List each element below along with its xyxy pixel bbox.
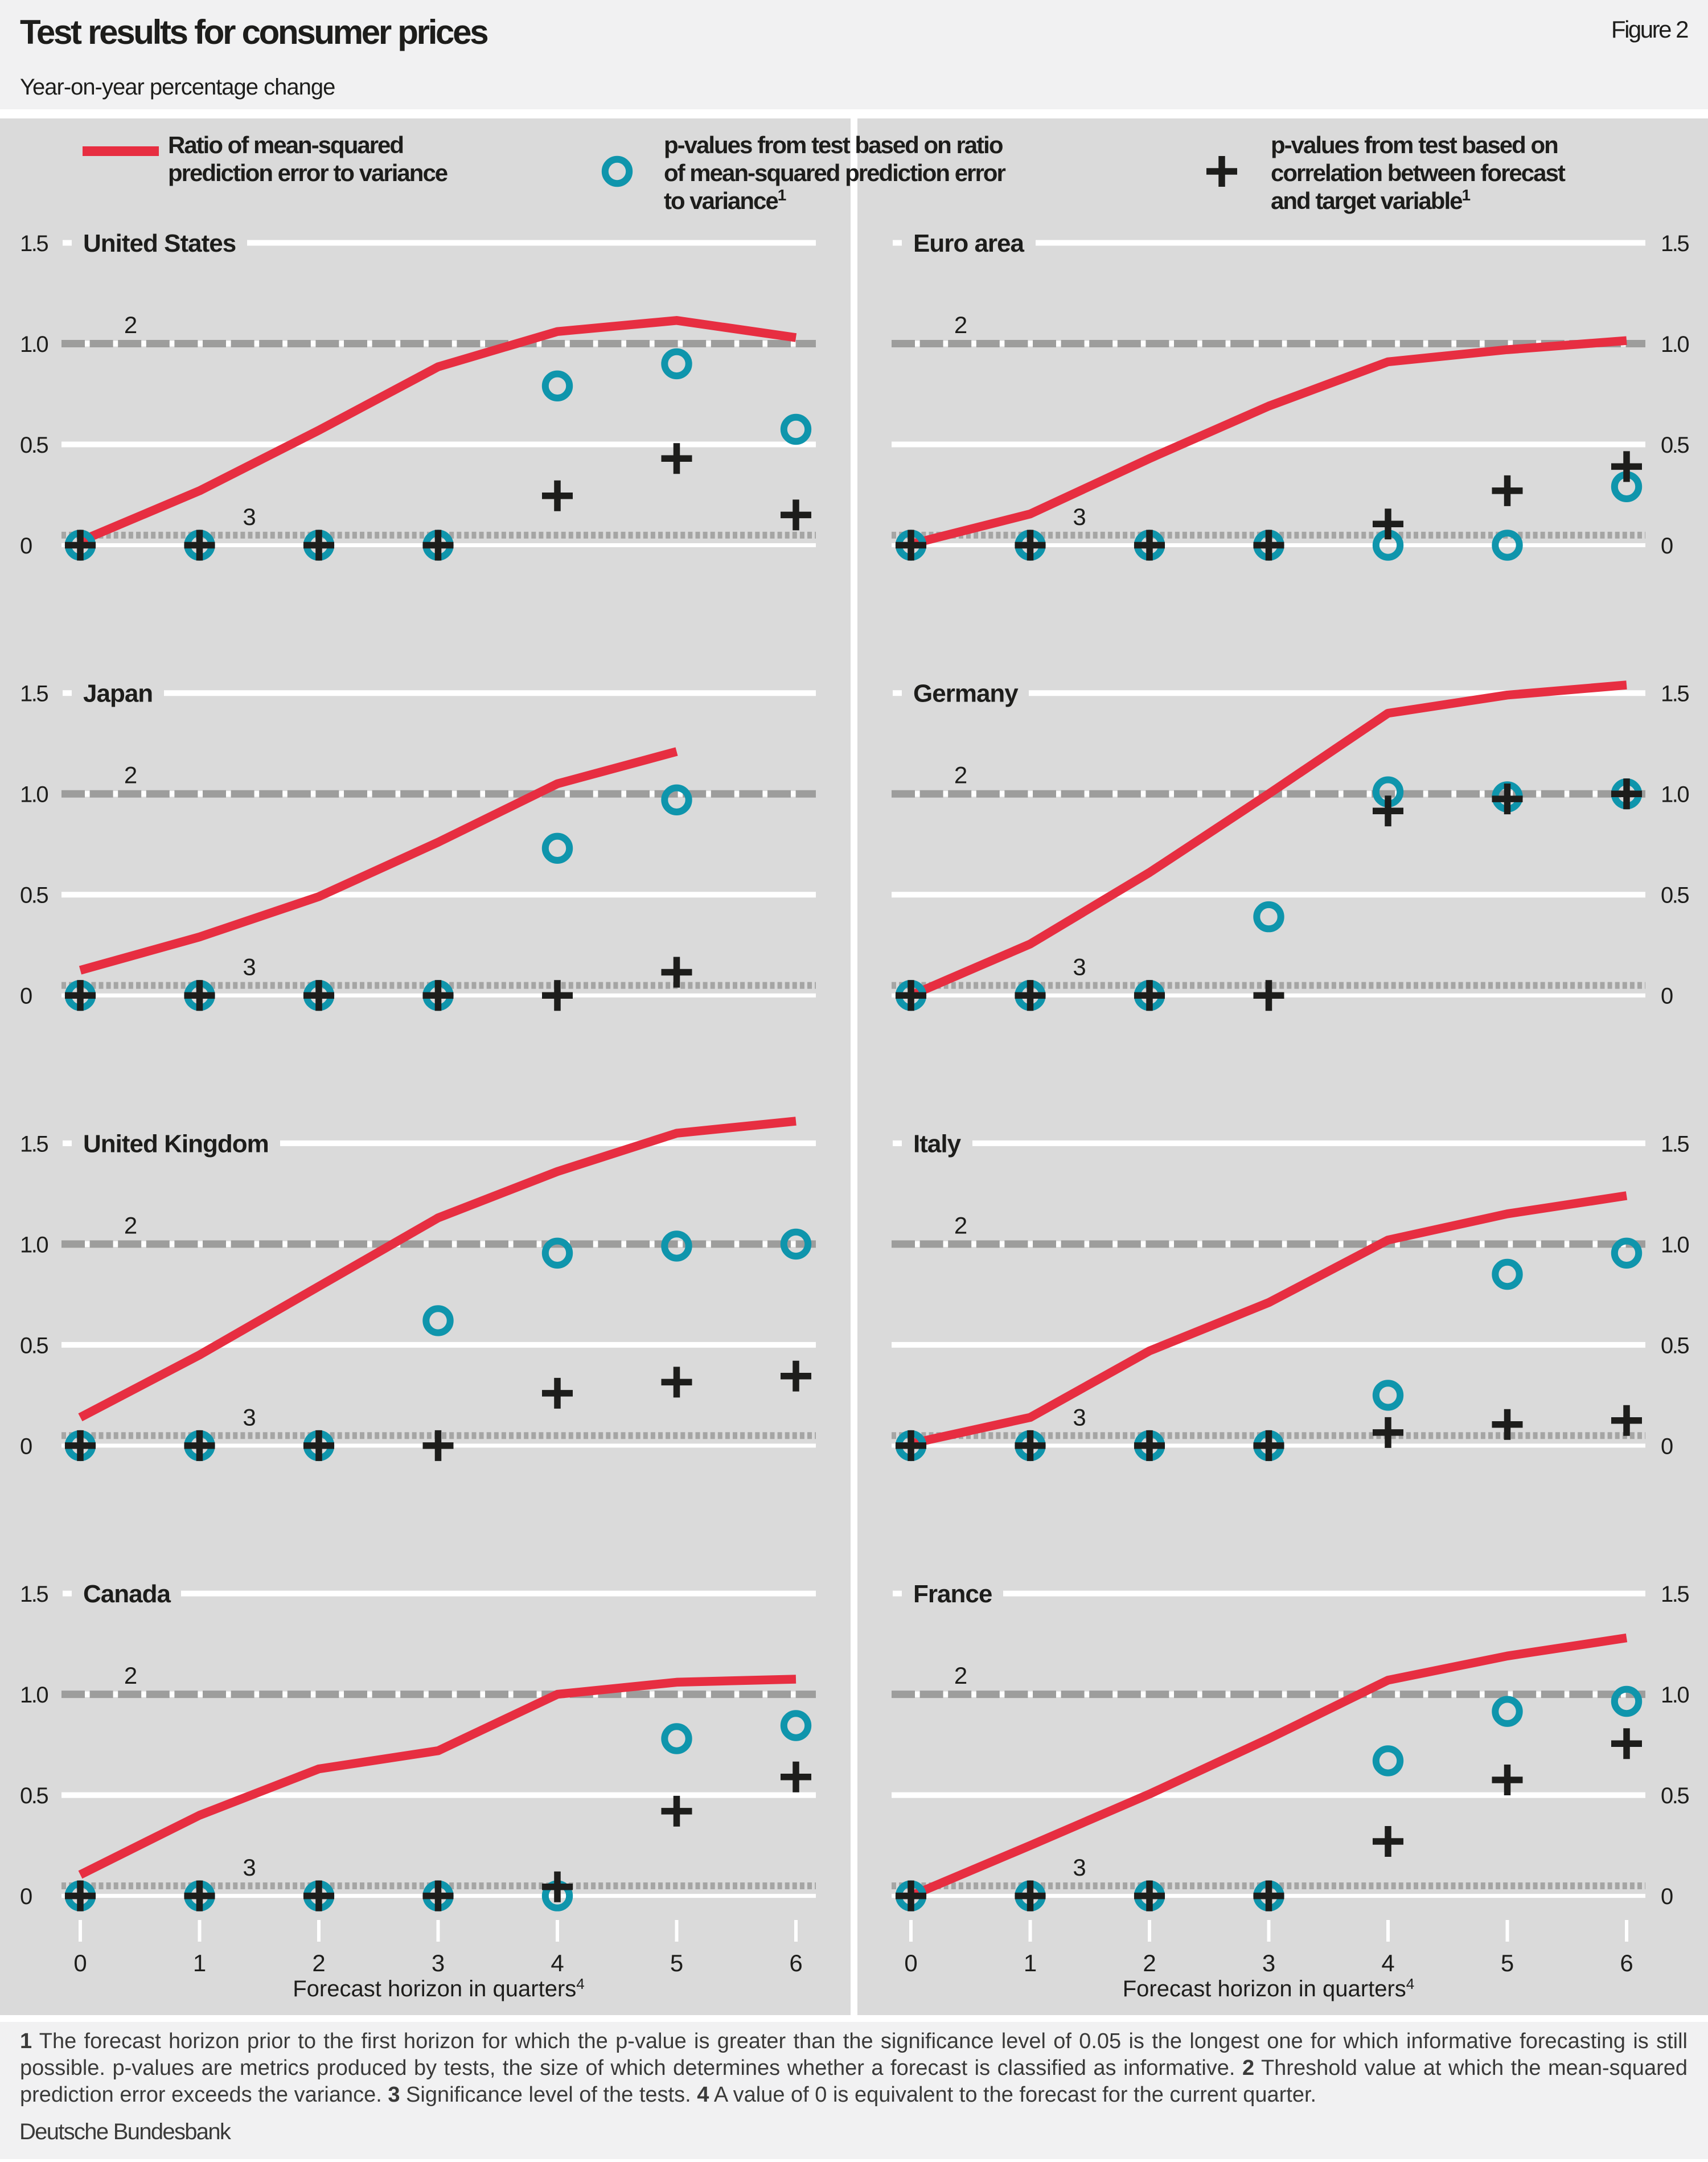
svg-text:0: 0	[20, 1434, 32, 1459]
svg-text:1.0: 1.0	[1661, 1232, 1689, 1257]
svg-text:4: 4	[551, 1950, 564, 1976]
svg-text:3: 3	[1073, 1854, 1086, 1881]
svg-text:1: 1	[1024, 1950, 1037, 1976]
svg-text:0.5: 0.5	[1661, 1333, 1689, 1358]
svg-text:0: 0	[73, 1950, 87, 1976]
svg-text:2: 2	[1143, 1950, 1156, 1976]
svg-text:0: 0	[1661, 534, 1673, 559]
svg-text:0.5: 0.5	[1661, 433, 1689, 458]
svg-text:1.0: 1.0	[1661, 332, 1689, 357]
svg-text:0: 0	[20, 984, 32, 1009]
svg-text:3: 3	[1262, 1950, 1275, 1976]
svg-text:0.5: 0.5	[20, 1783, 48, 1808]
svg-text:3: 3	[243, 1404, 256, 1430]
svg-text:0.5: 0.5	[20, 883, 48, 908]
svg-text:1.0: 1.0	[20, 782, 48, 807]
svg-text:prediction error to variance: prediction error to variance	[168, 159, 447, 186]
svg-text:Test results for consumer pric: Test results for consumer prices	[20, 13, 487, 51]
svg-text:5: 5	[670, 1950, 683, 1976]
svg-text:1.0: 1.0	[1661, 1683, 1689, 1708]
svg-text:3: 3	[243, 954, 256, 981]
svg-text:0: 0	[904, 1950, 917, 1976]
svg-text:correlation between forecast: correlation between forecast	[1271, 159, 1566, 186]
svg-text:4: 4	[1381, 1950, 1394, 1976]
svg-text:p-values from test based on: p-values from test based on	[1271, 132, 1558, 158]
svg-text:0: 0	[1661, 1434, 1673, 1459]
svg-text:2: 2	[124, 762, 137, 789]
svg-text:0: 0	[1661, 1884, 1673, 1909]
svg-text:Japan: Japan	[83, 680, 153, 708]
svg-text:3: 3	[1073, 1404, 1086, 1430]
svg-text:6: 6	[789, 1950, 802, 1976]
svg-text:2: 2	[124, 311, 137, 338]
svg-text:Ratio of mean-squared: Ratio of mean-squared	[168, 132, 403, 158]
svg-text:1.5: 1.5	[1661, 231, 1689, 256]
svg-text:0.5: 0.5	[20, 433, 48, 458]
svg-text:6: 6	[1620, 1950, 1633, 1976]
svg-text:1.0: 1.0	[1661, 782, 1689, 807]
svg-text:1.0: 1.0	[20, 332, 48, 357]
svg-text:0.5: 0.5	[1661, 883, 1689, 908]
svg-text:1.5: 1.5	[20, 1582, 48, 1607]
svg-text:Figure 2: Figure 2	[1611, 16, 1688, 43]
svg-text:0: 0	[20, 534, 32, 559]
svg-text:1.5: 1.5	[1661, 1131, 1689, 1156]
svg-text:1.5: 1.5	[20, 682, 48, 707]
svg-text:Germany: Germany	[913, 680, 1019, 708]
svg-text:Euro area: Euro area	[913, 229, 1025, 257]
svg-text:Italy: Italy	[913, 1130, 962, 1158]
svg-text:Forecast horizon in quarters4: Forecast horizon in quarters4	[293, 1975, 584, 2001]
svg-text:3: 3	[432, 1950, 445, 1976]
svg-text:United Kingdom: United Kingdom	[83, 1130, 269, 1158]
svg-text:1.5: 1.5	[1661, 682, 1689, 707]
svg-text:United States: United States	[83, 229, 236, 257]
svg-text:of mean-squared prediction err: of mean-squared prediction error	[664, 159, 1005, 186]
svg-text:3: 3	[1073, 954, 1086, 981]
svg-text:Year-on-year percentage change: Year-on-year percentage change	[20, 75, 335, 100]
svg-text:1.0: 1.0	[20, 1683, 48, 1708]
svg-text:2: 2	[124, 1662, 137, 1689]
svg-text:France: France	[913, 1580, 992, 1608]
svg-text:Forecast horizon in quarters4: Forecast horizon in quarters4	[1123, 1975, 1414, 2001]
svg-text:3: 3	[243, 1854, 256, 1881]
svg-text:0.5: 0.5	[1661, 1783, 1689, 1808]
svg-text:3: 3	[1073, 503, 1086, 530]
svg-text:1: 1	[193, 1950, 206, 1976]
svg-text:1.5: 1.5	[20, 231, 48, 256]
svg-text:0: 0	[1661, 984, 1673, 1009]
svg-text:3: 3	[243, 503, 256, 530]
svg-text:2: 2	[312, 1950, 325, 1976]
svg-text:2: 2	[954, 1212, 967, 1238]
svg-text:2: 2	[124, 1212, 137, 1238]
svg-text:1.5: 1.5	[20, 1131, 48, 1156]
svg-text:2: 2	[954, 311, 967, 338]
svg-text:2: 2	[954, 762, 967, 789]
svg-text:and target variable1: and target variable1	[1271, 186, 1470, 214]
svg-text:5: 5	[1501, 1950, 1514, 1976]
svg-text:p-values from test based on ra: p-values from test based on ratio	[664, 132, 1003, 158]
svg-text:2: 2	[954, 1662, 967, 1689]
svg-text:0.5: 0.5	[20, 1333, 48, 1358]
svg-text:to variance1: to variance1	[664, 186, 786, 214]
svg-text:1.5: 1.5	[1661, 1582, 1689, 1607]
svg-text:0: 0	[20, 1884, 32, 1909]
svg-text:1.0: 1.0	[20, 1232, 48, 1257]
svg-text:Canada: Canada	[83, 1580, 171, 1608]
